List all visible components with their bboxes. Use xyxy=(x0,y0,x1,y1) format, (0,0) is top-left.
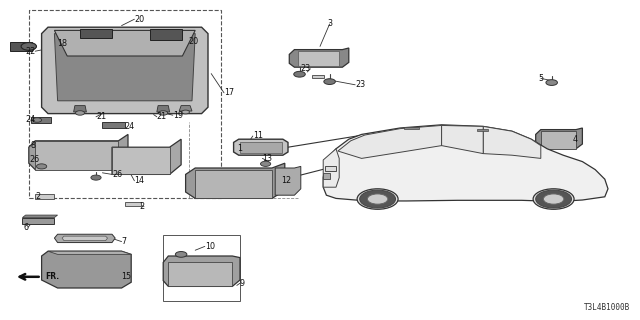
Polygon shape xyxy=(298,51,339,66)
Polygon shape xyxy=(62,236,108,241)
Circle shape xyxy=(546,80,557,85)
Text: 13: 13 xyxy=(262,154,273,163)
Circle shape xyxy=(182,110,189,114)
Polygon shape xyxy=(74,106,86,112)
Circle shape xyxy=(91,175,101,180)
Text: 21: 21 xyxy=(157,112,167,121)
Text: 4: 4 xyxy=(573,135,578,144)
Text: 26: 26 xyxy=(112,170,122,179)
Text: 3: 3 xyxy=(327,20,332,28)
Text: 2: 2 xyxy=(139,202,144,211)
Polygon shape xyxy=(35,141,118,170)
Text: 15: 15 xyxy=(122,272,132,281)
Text: 10: 10 xyxy=(205,242,215,251)
Polygon shape xyxy=(54,34,195,101)
Polygon shape xyxy=(536,128,582,149)
Polygon shape xyxy=(102,122,125,128)
Text: 12: 12 xyxy=(282,176,292,185)
Text: FR.: FR. xyxy=(45,272,59,281)
Text: 26: 26 xyxy=(29,156,40,164)
Circle shape xyxy=(36,164,47,169)
Polygon shape xyxy=(48,251,131,254)
Text: 24: 24 xyxy=(26,116,36,124)
Text: 19: 19 xyxy=(173,111,183,120)
Polygon shape xyxy=(179,106,192,111)
Polygon shape xyxy=(112,139,181,174)
Text: 9: 9 xyxy=(240,279,245,288)
Text: 23: 23 xyxy=(300,64,310,73)
Polygon shape xyxy=(42,251,131,288)
Circle shape xyxy=(536,190,572,208)
Text: 2: 2 xyxy=(36,192,41,201)
Text: 1: 1 xyxy=(237,144,242,153)
Polygon shape xyxy=(10,42,32,51)
Circle shape xyxy=(324,79,335,84)
Polygon shape xyxy=(323,149,339,187)
Text: 7: 7 xyxy=(122,237,127,246)
Polygon shape xyxy=(312,75,324,78)
Polygon shape xyxy=(125,202,141,206)
Text: 11: 11 xyxy=(253,132,263,140)
Circle shape xyxy=(294,71,305,77)
Circle shape xyxy=(360,190,396,208)
Polygon shape xyxy=(323,173,330,179)
Text: T3L4B1000B: T3L4B1000B xyxy=(584,303,630,312)
Polygon shape xyxy=(240,142,282,153)
Polygon shape xyxy=(163,256,240,286)
Circle shape xyxy=(33,118,42,122)
Polygon shape xyxy=(112,147,170,174)
Circle shape xyxy=(533,189,574,209)
Text: 5: 5 xyxy=(538,74,543,83)
Polygon shape xyxy=(35,194,54,199)
Polygon shape xyxy=(195,170,272,198)
Polygon shape xyxy=(80,29,112,38)
Polygon shape xyxy=(323,125,608,201)
Polygon shape xyxy=(541,131,576,149)
Circle shape xyxy=(159,111,168,115)
Text: 18: 18 xyxy=(57,39,67,48)
Circle shape xyxy=(260,161,271,166)
Polygon shape xyxy=(442,125,483,154)
Circle shape xyxy=(357,189,398,209)
Polygon shape xyxy=(338,125,442,158)
Polygon shape xyxy=(289,48,349,67)
Polygon shape xyxy=(477,129,488,131)
Polygon shape xyxy=(22,218,54,224)
Text: 17: 17 xyxy=(224,88,234,97)
Text: 24: 24 xyxy=(125,122,135,131)
Polygon shape xyxy=(150,29,182,40)
Polygon shape xyxy=(404,127,419,129)
Polygon shape xyxy=(157,106,170,112)
Text: 8: 8 xyxy=(31,141,36,150)
Text: 14: 14 xyxy=(134,176,145,185)
Text: 20: 20 xyxy=(134,15,145,24)
Polygon shape xyxy=(54,234,115,243)
Polygon shape xyxy=(234,139,288,155)
Circle shape xyxy=(21,43,36,50)
Polygon shape xyxy=(483,126,541,158)
Polygon shape xyxy=(42,27,208,114)
Circle shape xyxy=(175,252,187,257)
Polygon shape xyxy=(31,117,51,123)
Polygon shape xyxy=(325,166,336,171)
Polygon shape xyxy=(275,166,301,195)
Text: 6: 6 xyxy=(23,223,28,232)
Polygon shape xyxy=(168,262,232,286)
Circle shape xyxy=(543,194,564,204)
Polygon shape xyxy=(186,163,285,198)
Text: 23: 23 xyxy=(355,80,365,89)
Text: 20: 20 xyxy=(189,37,199,46)
Polygon shape xyxy=(54,30,195,56)
Circle shape xyxy=(367,194,388,204)
Circle shape xyxy=(76,111,84,115)
Polygon shape xyxy=(29,134,128,170)
Text: 22: 22 xyxy=(25,47,35,56)
Text: 21: 21 xyxy=(96,112,106,121)
Polygon shape xyxy=(22,215,58,218)
